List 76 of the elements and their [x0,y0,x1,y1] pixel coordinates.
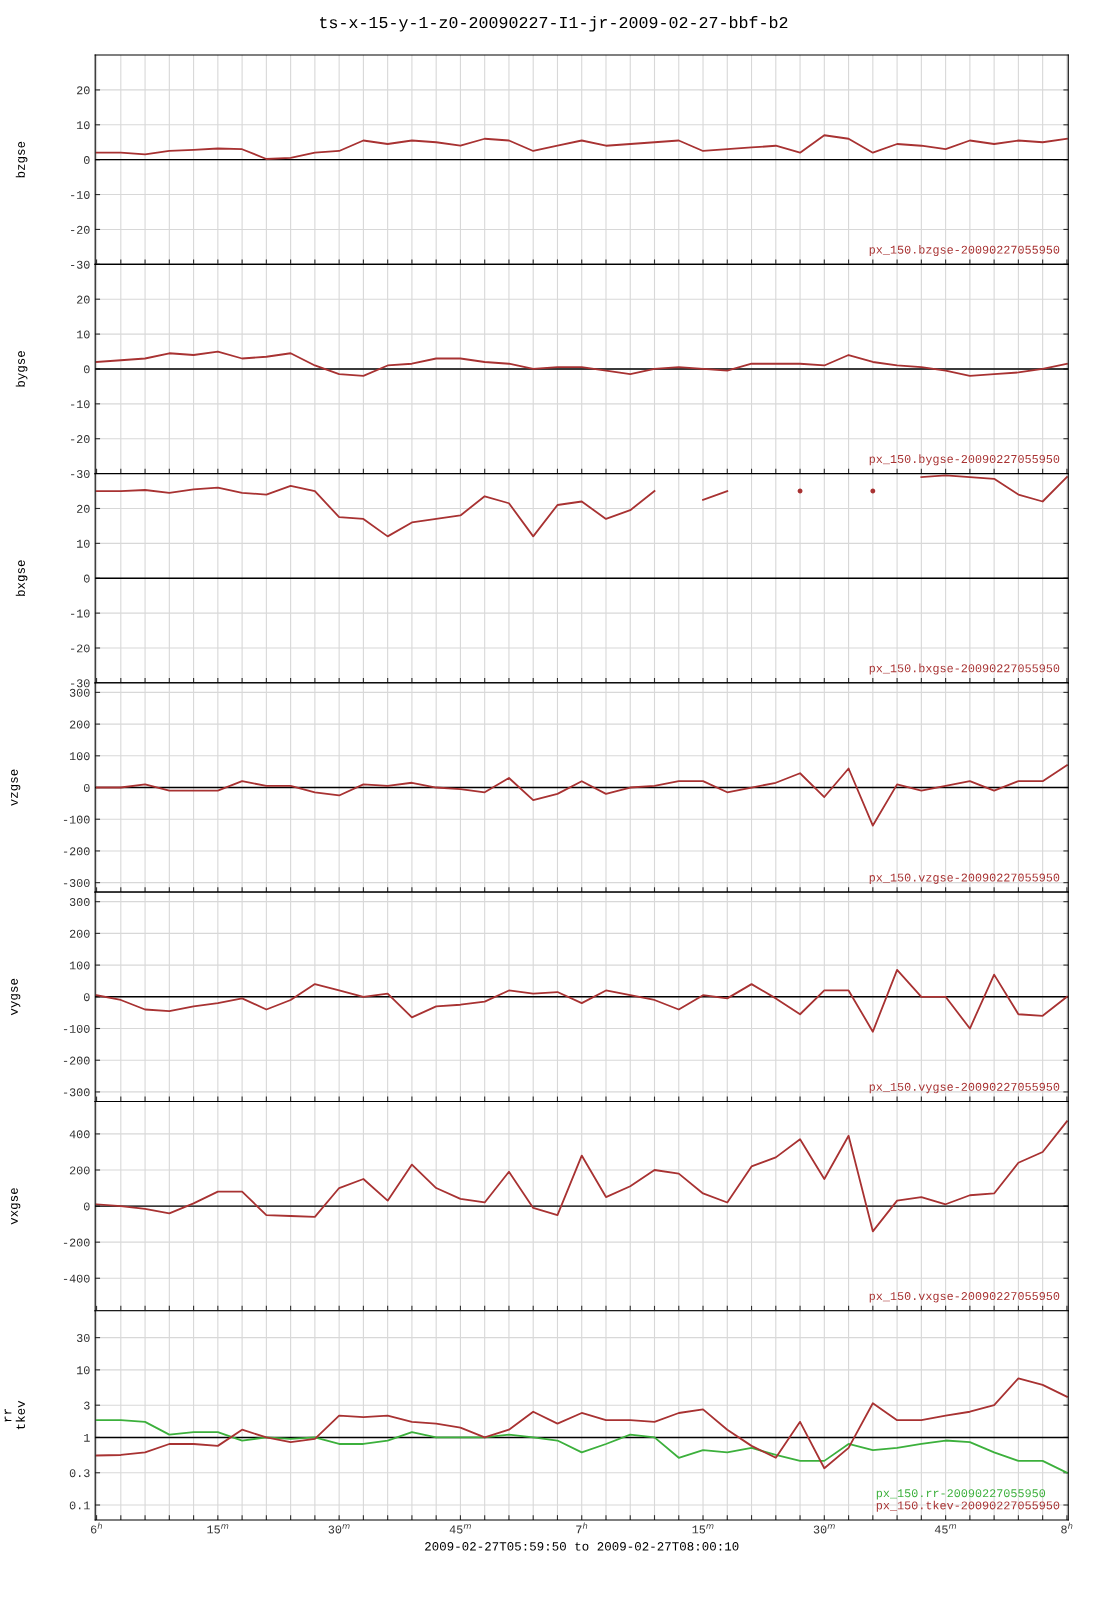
line-series [95,968,1068,1033]
y-tick-label: 200 [69,929,90,938]
y-tick-label: -200 [63,1238,90,1247]
y-tick-label: 300 [69,688,90,697]
y-tick-label: 10 [77,539,90,548]
x-tick-label: 30$^{m}$ [328,1524,350,1534]
y-tick-label: -10 [71,190,90,199]
y-axis-title: rr tkev [4,1400,25,1430]
y-tick-label: 0 [83,1202,90,1211]
y-axis-title: vxgse [11,1188,21,1225]
y-tick-label: -100 [63,1024,90,1033]
y-tick-label: -300 [63,879,90,888]
y-tick-label: -30 [71,260,90,269]
y-tick-label: -20 [71,225,90,234]
y-tick-label: 400 [69,1130,90,1139]
y-tick-label: 100 [69,961,90,970]
y-tick-label: 0 [83,993,90,1002]
y-tick-label: 3 [83,1401,90,1410]
y-tick-label: -10 [71,400,90,409]
text: px_150.bygse-20090227055950 [869,454,1060,466]
y-tick-label: 0 [83,156,90,165]
x-tick-label: 45$^{m}$ [449,1524,471,1534]
y-tick-label: -30 [71,469,90,478]
text: px_150.rr-20090227055950 [876,1489,1046,1500]
y-tick-label: 0.1 [69,1501,90,1510]
y-tick-label: 1 [84,1433,90,1442]
y-tick-label: 30 [76,1333,90,1343]
y-axis-title: bygse [15,351,28,387]
y-tick-label: -30 [71,679,90,688]
text: px_150.tkev-20090227055950 [876,1500,1060,1512]
y-tick-label: 0 [83,783,90,792]
x-tick-label: 6$^{h}$ [90,1522,102,1534]
y-axis-title: bxgse [15,560,28,596]
line-series [95,1377,1068,1470]
text: px_150.vzgse-20090227055950 [869,873,1060,884]
y-tick-label: -20 [71,644,90,653]
text: px_150.vxgse-20090227055950 [869,1292,1060,1303]
y-tick-label: -10 [71,609,90,618]
y-tick-label: 10 [77,1366,90,1375]
x-axis-title: 2009-02-27T05:59:50 to 2009-02-27T08:00:10 [425,1542,739,1551]
x-tick-label: 45$^{m}$ [934,1524,957,1534]
y-tick-label: 20 [77,86,90,95]
line-series [95,1120,1068,1233]
y-tick-label: 0 [83,365,90,374]
y-tick-label: -200 [63,847,90,856]
line-series [95,1419,1068,1474]
y-tick-label: 200 [69,720,90,729]
line-series [95,350,1068,377]
y-tick-label: 0 [83,574,90,583]
y-tick-label: -400 [63,1274,90,1283]
y-tick-label: 100 [69,752,90,761]
x-tick-label: 15$^{m}$ [692,1524,714,1534]
y-tick-label: 200 [69,1166,90,1175]
y-tick-label: 300 [69,898,90,907]
line-series [95,134,1068,160]
text: px_150.bzgse-20090227055950 [869,245,1060,257]
text: px_150.vygse-20090227055950 [869,1082,1060,1094]
y-tick-label: 10 [77,330,90,339]
x-tick-label: 7$^{h}$ [576,1522,588,1534]
y-tick-label: -20 [71,435,90,444]
x-tick-label: 30$^{m}$ [813,1524,835,1534]
chart-title: ts-x-15-y-1-z0-20090227-I1-jr-2009-02-27-bbf-b2 [319,16,788,32]
y-axis-title: vzgse [11,769,21,806]
y-tick-label: 20 [77,295,90,304]
y-tick-label: 20 [77,504,90,513]
y-axis-title: bzgse [15,141,28,178]
y-tick-label: -200 [63,1056,90,1065]
y-tick-label: 10 [77,121,90,130]
y-tick-label: -100 [63,815,90,824]
y-tick-label: 0.3 [69,1469,90,1478]
x-tick-label: 15$^{m}$ [207,1524,229,1534]
y-tick-label: -300 [63,1088,90,1097]
text: px_150.bxgse-20090227055950 [869,663,1060,675]
line-series [95,764,1068,827]
x-tick-label: 8$^{h}$ [1061,1522,1073,1534]
y-axis-title: vygse [11,978,21,1016]
